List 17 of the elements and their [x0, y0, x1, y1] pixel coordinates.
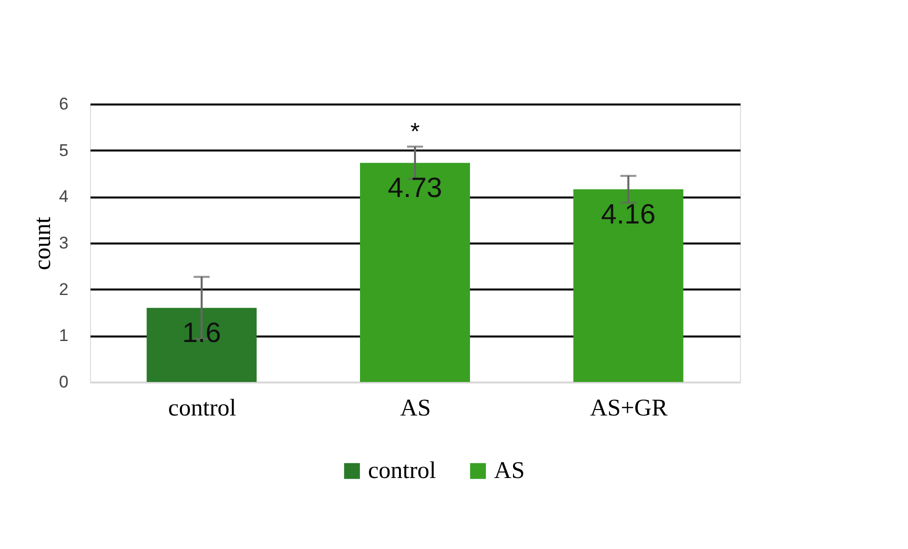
legend-label: AS [494, 458, 525, 484]
y-tick-label: 2 [59, 280, 68, 299]
y-axis-title: count [30, 216, 56, 270]
y-tick-label: 1 [59, 326, 68, 346]
y-tick-label: 3 [59, 234, 68, 252]
x-tick-label: control [168, 396, 236, 422]
y-tick-label: 5 [59, 140, 68, 160]
y-tick-label: 4 [59, 187, 68, 206]
y-tick-label: 0 [59, 372, 68, 392]
x-tick-label: AS [400, 396, 431, 422]
data-label: 4.16 [601, 198, 656, 230]
data-label: 1.6 [182, 316, 222, 348]
data-label: 4.73 [388, 172, 442, 203]
legend-label: control [368, 458, 436, 484]
y-tick-label: 6 [59, 94, 68, 114]
annotation: * [410, 118, 420, 146]
x-tick-label: AS+GR [590, 396, 668, 422]
